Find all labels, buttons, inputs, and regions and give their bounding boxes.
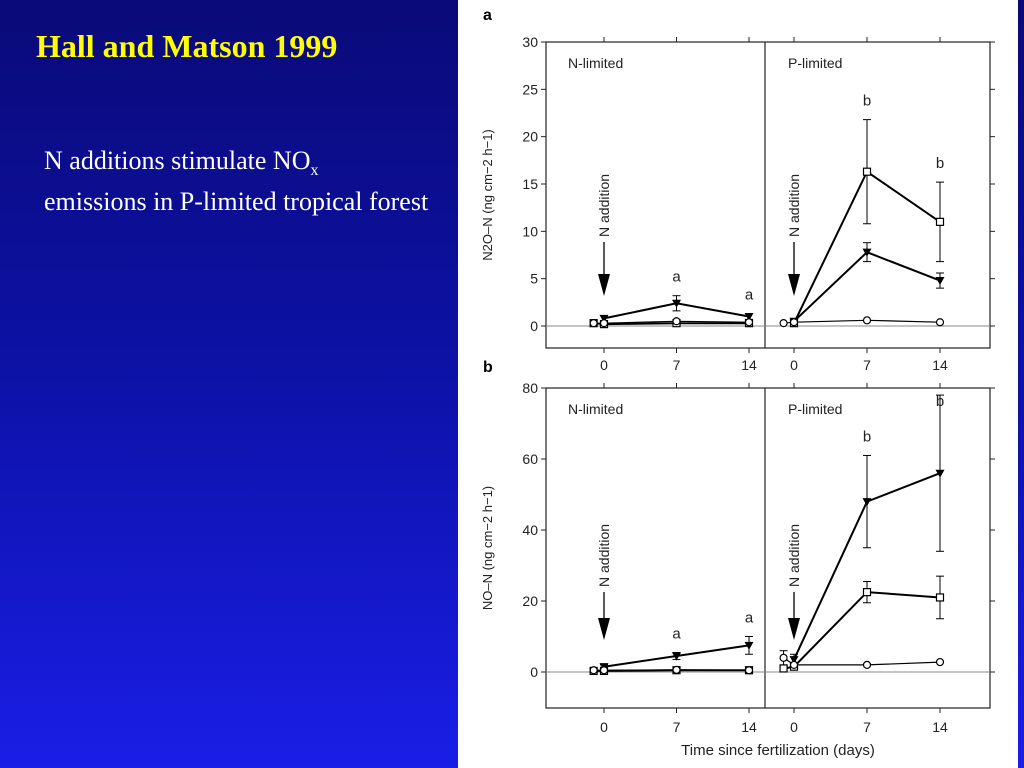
x-tick-label: 7 bbox=[673, 719, 681, 735]
body-text-before-subscript: N additions stimulate NO bbox=[44, 146, 311, 175]
n-addition-annotation: N addition bbox=[596, 174, 612, 237]
body-text-subscript: x bbox=[310, 162, 319, 179]
significance-letter: a bbox=[672, 625, 681, 642]
y-axis-label: NO–N (ng cm−2 h−1) bbox=[480, 486, 495, 610]
x-tick-label: 0 bbox=[600, 719, 608, 735]
data-point-square bbox=[935, 217, 945, 226]
data-point-triangle bbox=[672, 299, 681, 308]
data-point-circle bbox=[935, 318, 945, 327]
y-tick-label: 0 bbox=[530, 664, 538, 680]
significance-letter: b bbox=[936, 155, 944, 172]
data-point-triangle bbox=[862, 248, 872, 257]
n-addition-arrow-head bbox=[788, 618, 800, 640]
y-tick-label: 15 bbox=[522, 176, 538, 192]
data-point-circle bbox=[672, 317, 681, 326]
group-title: P-limited bbox=[788, 55, 842, 71]
x-axis-label: Time since fertilization (days) bbox=[681, 742, 875, 759]
data-point-circle bbox=[779, 653, 788, 662]
data-point-circle bbox=[789, 318, 799, 327]
x-tick-label: 7 bbox=[863, 357, 871, 373]
data-point-circle bbox=[744, 666, 754, 675]
x-tick-label: 0 bbox=[790, 719, 798, 735]
data-point-square bbox=[935, 593, 945, 602]
data-point-circle bbox=[589, 666, 598, 675]
n-addition-arrow-head bbox=[598, 618, 610, 640]
x-tick-label: 14 bbox=[741, 357, 757, 373]
data-point-circle bbox=[744, 318, 754, 327]
series-line-square bbox=[783, 591, 941, 670]
x-tick-label: 14 bbox=[932, 719, 948, 735]
data-point-circle bbox=[589, 319, 598, 328]
data-point-square bbox=[862, 167, 872, 176]
significance-letter: b bbox=[863, 428, 871, 445]
plot-frame bbox=[545, 387, 991, 709]
plot-frame bbox=[545, 41, 991, 349]
data-point-triangle bbox=[789, 656, 799, 665]
data-point-circle bbox=[935, 657, 945, 667]
data-point-triangle bbox=[744, 313, 754, 322]
significance-letter: a bbox=[745, 287, 754, 304]
data-point-triangle bbox=[935, 277, 945, 286]
slide-body-text: N additions stimulate NOx emissions in P-… bbox=[44, 140, 434, 222]
y-tick-label: 0 bbox=[530, 318, 538, 334]
x-tick-label: 7 bbox=[863, 719, 871, 735]
data-point-circle bbox=[599, 319, 609, 328]
n-addition-annotation: N addition bbox=[786, 174, 802, 237]
y-tick-label: 30 bbox=[522, 34, 538, 50]
y-tick-label: 10 bbox=[522, 223, 538, 239]
y-tick-label: 25 bbox=[522, 81, 538, 97]
y-tick-label: 60 bbox=[522, 451, 538, 467]
significance-letter: a bbox=[745, 610, 754, 627]
data-point-triangle bbox=[744, 641, 754, 650]
data-point-triangle bbox=[935, 469, 945, 478]
data-point-circle bbox=[672, 665, 681, 674]
data-point-circle bbox=[862, 660, 872, 670]
panel-label: b bbox=[483, 359, 493, 376]
data-point-circle bbox=[779, 319, 788, 328]
data-point-square bbox=[862, 588, 872, 597]
y-tick-label: 80 bbox=[522, 380, 538, 396]
n-addition-annotation: N addition bbox=[596, 524, 612, 587]
n-addition-arrow-head bbox=[598, 274, 610, 296]
figure-panel: a 0 5 10 15 20 25 30 N2O–N (ng cm−2 h−1) 0 7 14 N-li… bbox=[458, 0, 1018, 768]
n-addition-annotation: N addition bbox=[786, 524, 802, 587]
data-point-circle bbox=[789, 660, 799, 670]
slide-title: Hall and Matson 1999 bbox=[36, 28, 338, 64]
series-line-circle bbox=[783, 319, 941, 324]
x-tick-label: 7 bbox=[673, 357, 681, 373]
significance-letter: b bbox=[863, 93, 871, 110]
y-tick-label: 5 bbox=[530, 271, 538, 287]
figure-chart-svg: a 0 5 10 15 20 25 30 N2O–N (ng cm−2 h−1) 0 7 14 N-li… bbox=[480, 7, 995, 759]
data-point-triangle bbox=[672, 652, 681, 661]
x-tick-label: 14 bbox=[741, 719, 757, 735]
x-tick-label: 0 bbox=[790, 357, 798, 373]
data-point-triangle bbox=[862, 498, 872, 507]
x-tick-label: 14 bbox=[932, 357, 948, 373]
y-tick-label: 20 bbox=[522, 593, 538, 609]
panel-label: a bbox=[483, 7, 492, 24]
body-text-after-subscript: emissions in P-limited tropical forest bbox=[44, 187, 429, 216]
series-line-circle bbox=[783, 657, 941, 666]
data-point-square bbox=[779, 664, 788, 673]
data-point-circle bbox=[599, 666, 609, 675]
significance-letter: a bbox=[672, 269, 681, 286]
y-tick-label: 40 bbox=[522, 522, 538, 538]
x-tick-label: 0 bbox=[600, 357, 608, 373]
y-tick-label: 20 bbox=[522, 129, 538, 145]
group-title: N-limited bbox=[568, 55, 623, 71]
data-point-circle bbox=[862, 316, 872, 325]
group-title: N-limited bbox=[568, 401, 623, 417]
series-line-circle bbox=[593, 320, 750, 324]
y-axis-label: N2O–N (ng cm−2 h−1) bbox=[480, 129, 495, 261]
group-title: P-limited bbox=[788, 401, 842, 417]
series-line-triangle bbox=[793, 251, 941, 323]
n-addition-arrow-head bbox=[788, 274, 800, 296]
data-point-triangle bbox=[599, 314, 609, 323]
